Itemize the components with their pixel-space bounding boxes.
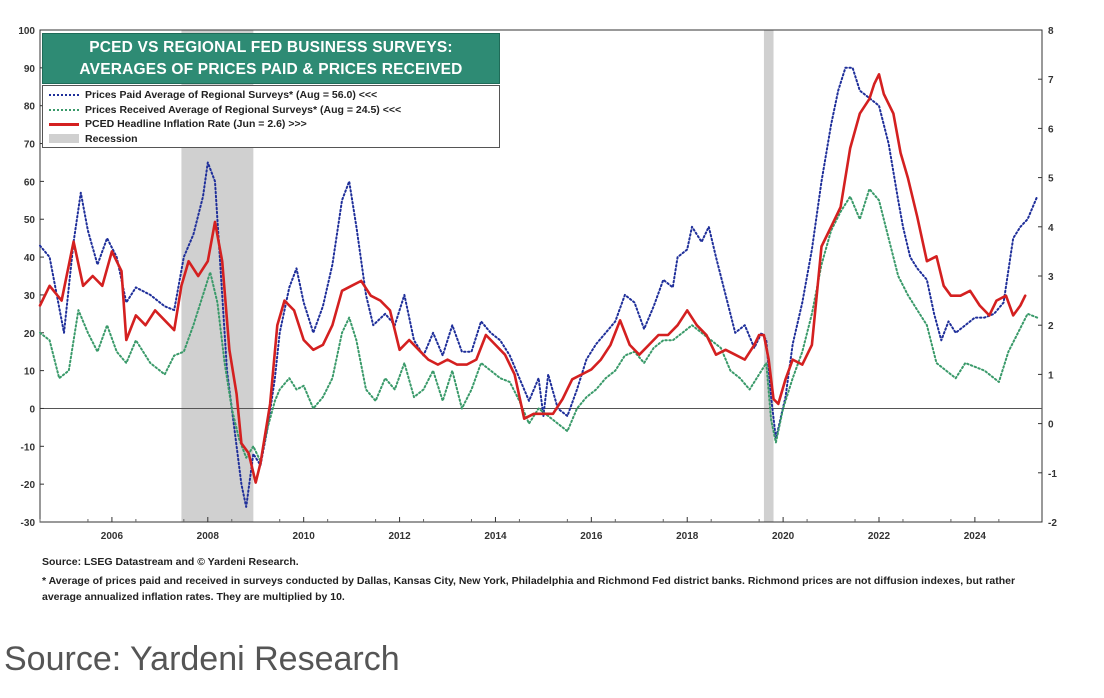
legend-item-prices-received: Prices Received Average of Regional Surv… (49, 103, 493, 118)
left-tick-label: 70 (24, 140, 36, 151)
series-line-received (39, 188, 1039, 463)
chart-title-line-2: AVERAGES OF PRICES PAID & PRICES RECEIVE… (79, 61, 463, 78)
recession-band-2 (763, 30, 774, 522)
legend-item-pced: PCED Headline Inflation Rate (Jun = 2.6)… (49, 117, 493, 132)
right-tick-label: 3 (1048, 272, 1054, 283)
axis-group (39, 29, 1043, 523)
x-tick-label: 2012 (388, 531, 411, 542)
left-tick-label: 30 (24, 291, 36, 302)
right-tick-label: -2 (1048, 518, 1057, 529)
left-tick-label: 40 (24, 253, 36, 264)
x-tick-label: 2022 (868, 531, 891, 542)
right-tick-label: 1 (1048, 370, 1054, 381)
left-tick-label: 90 (24, 64, 36, 75)
legend-swatch-pced (49, 122, 79, 126)
legend-item-prices-paid: Prices Paid Average of Regional Surveys*… (49, 88, 493, 103)
legend: Prices Paid Average of Regional Surveys*… (42, 85, 500, 148)
left-tick-label: 10 (24, 367, 36, 378)
legend-label-prices-received: Prices Received Average of Regional Surv… (85, 103, 402, 116)
legend-swatch-prices-received (49, 108, 79, 111)
x-tick-label: 2016 (580, 531, 603, 542)
x-tick-label: 2010 (293, 531, 316, 542)
series-group (38, 66, 1039, 508)
legend-label-recession: Recession (85, 132, 138, 145)
chart-title: PCED VS REGIONAL FED BUSINESS SURVEYS: A… (42, 33, 500, 84)
x-tick-label: 2024 (964, 531, 987, 542)
right-tick-label: 2 (1048, 321, 1054, 332)
left-tick-label: 20 (24, 329, 36, 340)
series-line-pced (38, 73, 1027, 484)
series-line-paid (39, 66, 1039, 508)
x-tick-label: 2018 (676, 531, 699, 542)
legend-item-recession: Recession (49, 132, 493, 147)
left-tick-label: -10 (21, 442, 36, 453)
image-caption: Source: Yardeni Research (4, 640, 400, 678)
left-tick-label: 50 (24, 215, 36, 226)
right-tick-label: -1 (1048, 469, 1057, 480)
legend-label-pced: PCED Headline Inflation Rate (Jun = 2.6)… (85, 118, 307, 131)
chart-source-note: Source: LSEG Datastream and © Yardeni Re… (42, 556, 299, 568)
right-tick-label: 4 (1048, 223, 1054, 234)
left-tick-label: -20 (21, 480, 36, 491)
right-tick-label: 5 (1048, 174, 1054, 185)
x-tick-label: 2008 (197, 531, 220, 542)
x-tick-label: 2020 (772, 531, 795, 542)
right-tick-label: 8 (1048, 26, 1054, 37)
left-tick-label: 60 (24, 177, 36, 188)
left-tick-label: 0 (29, 404, 35, 415)
chart-title-line-1: PCED VS REGIONAL FED BUSINESS SURVEYS: (89, 39, 453, 56)
right-tick-label: 7 (1048, 75, 1054, 86)
left-tick-label: 100 (18, 26, 35, 37)
tick-label-group: 1009080706050403020100-10-20-30876543210… (18, 26, 1057, 542)
x-tick-label: 2006 (101, 531, 124, 542)
left-tick-label: -30 (21, 518, 36, 529)
chart-container: 100 90 80 70 60 50 40 30 20 10 0 -10 -20 -30 8 7 6 5 4 3 2 1 0… (18, 26, 1057, 603)
chart-footnote: * Average of prices paid and received in… (42, 575, 1016, 603)
legend-label-prices-paid: Prices Paid Average of Regional Surveys*… (85, 89, 378, 102)
right-tick-label: 6 (1048, 124, 1054, 135)
legend-swatch-prices-paid (49, 94, 79, 97)
legend-swatch-recession (49, 134, 79, 144)
left-tick-label: 80 (24, 102, 36, 113)
x-tick-label: 2014 (484, 531, 507, 542)
right-tick-label: 0 (1048, 420, 1054, 431)
